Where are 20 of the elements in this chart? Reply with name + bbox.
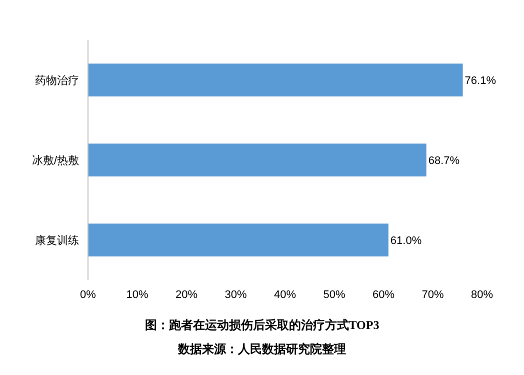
- data-label: 61.0%: [390, 235, 422, 247]
- data-label: 76.1%: [464, 75, 496, 87]
- bar: [88, 224, 388, 256]
- text: 图：跑者在运动损伤后采取的治疗方式TOP3: [144, 318, 380, 332]
- y-tick-label: 冰敷/热敷: [32, 154, 79, 167]
- bar: [88, 144, 426, 176]
- x-tick-label: 40%: [274, 289, 296, 301]
- data-label: 68.7%: [428, 155, 460, 167]
- x-tick-label: 30%: [224, 289, 247, 301]
- x-tick-label: 80%: [470, 289, 494, 301]
- bar: [88, 64, 463, 96]
- y-tick-label: 康复训练: [35, 234, 79, 247]
- x-tick-label: 0%: [80, 289, 96, 301]
- x-tick-label: 50%: [323, 289, 346, 301]
- x-tick-label: 60%: [372, 289, 395, 301]
- source-note: 数据来源：人民数据研究院整理: [177, 342, 346, 356]
- y-tick-label: 药物治疗: [35, 74, 79, 87]
- x-tick-label: 10%: [126, 289, 148, 301]
- x-tick-label: 70%: [422, 289, 444, 301]
- x-tick-label: 20%: [175, 289, 198, 301]
